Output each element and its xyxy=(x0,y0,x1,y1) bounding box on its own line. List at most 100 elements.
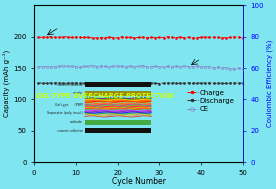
Charge xyxy=(162,36,165,39)
CE xyxy=(200,66,203,68)
CE xyxy=(166,65,169,68)
Line: Charge: Charge xyxy=(37,35,244,39)
CE xyxy=(99,65,103,67)
Charge xyxy=(158,36,161,39)
Discharge xyxy=(237,82,240,84)
Charge xyxy=(212,36,215,39)
Discharge xyxy=(200,82,203,84)
CE xyxy=(170,66,174,68)
Discharge xyxy=(104,82,107,84)
Charge xyxy=(191,37,194,39)
Charge xyxy=(120,36,123,38)
CE xyxy=(241,68,245,70)
Discharge xyxy=(129,82,132,84)
Discharge xyxy=(133,82,136,84)
Discharge xyxy=(62,82,65,84)
Discharge xyxy=(78,82,82,84)
CE xyxy=(174,65,178,67)
CE xyxy=(104,65,107,68)
Charge xyxy=(229,36,232,39)
Charge xyxy=(166,36,169,38)
CE xyxy=(208,65,211,68)
Charge xyxy=(83,36,86,39)
CE xyxy=(66,65,69,67)
Charge xyxy=(74,36,78,38)
Charge xyxy=(108,36,111,38)
Discharge xyxy=(183,82,186,84)
Discharge xyxy=(141,82,144,84)
CE xyxy=(191,65,194,68)
Charge xyxy=(66,36,69,38)
CE xyxy=(204,66,207,68)
CE xyxy=(229,67,232,70)
Charge xyxy=(58,36,61,39)
Charge xyxy=(78,36,82,39)
Charge xyxy=(53,36,57,39)
CE xyxy=(224,67,228,69)
Discharge xyxy=(145,82,148,84)
Charge xyxy=(200,36,203,38)
Discharge xyxy=(120,82,123,84)
CE xyxy=(195,65,198,67)
CE xyxy=(58,65,61,67)
CE xyxy=(149,66,153,68)
Charge xyxy=(220,37,224,39)
Discharge xyxy=(158,82,161,85)
CE xyxy=(237,67,240,70)
Discharge xyxy=(45,82,48,84)
Charge xyxy=(45,36,48,38)
CE xyxy=(37,66,40,68)
Discharge xyxy=(233,82,236,84)
Charge xyxy=(91,37,94,39)
Charge xyxy=(116,37,119,39)
Discharge xyxy=(153,82,157,84)
Charge xyxy=(233,36,236,38)
Charge xyxy=(137,36,140,39)
Charge xyxy=(104,36,107,39)
Discharge xyxy=(174,82,178,84)
Charge xyxy=(124,36,128,39)
Discharge xyxy=(220,82,224,84)
Discharge xyxy=(149,82,153,84)
Legend: Charge, Discharge, CE: Charge, Discharge, CE xyxy=(184,87,237,115)
Discharge xyxy=(124,82,128,84)
CE xyxy=(49,66,52,68)
CE xyxy=(95,65,99,68)
CE xyxy=(179,66,182,68)
Charge xyxy=(95,37,99,39)
Charge xyxy=(87,36,90,38)
Discharge xyxy=(41,82,44,84)
Discharge xyxy=(83,82,86,84)
Discharge xyxy=(37,82,40,84)
Discharge xyxy=(66,82,69,84)
CE xyxy=(120,65,123,67)
Discharge xyxy=(58,82,61,84)
Charge xyxy=(195,37,198,39)
Discharge xyxy=(166,82,169,84)
CE xyxy=(129,65,132,67)
Charge xyxy=(145,37,148,39)
X-axis label: Cycle Number: Cycle Number xyxy=(112,177,165,186)
Charge xyxy=(129,36,132,38)
Charge xyxy=(170,36,174,38)
CE xyxy=(78,66,82,68)
CE xyxy=(145,66,148,68)
Charge xyxy=(99,36,103,39)
Discharge xyxy=(224,82,228,85)
Charge xyxy=(37,36,40,38)
CE xyxy=(41,66,44,68)
Discharge xyxy=(191,82,194,84)
Charge xyxy=(174,36,178,39)
CE xyxy=(53,65,57,68)
CE xyxy=(233,68,236,70)
Discharge xyxy=(229,82,232,84)
Discharge xyxy=(53,82,57,84)
CE xyxy=(83,65,86,68)
Charge xyxy=(133,37,136,39)
CE xyxy=(74,65,78,68)
CE xyxy=(183,65,186,67)
CE xyxy=(70,65,73,67)
Discharge xyxy=(116,82,119,84)
CE xyxy=(133,66,136,68)
Charge xyxy=(208,36,211,38)
